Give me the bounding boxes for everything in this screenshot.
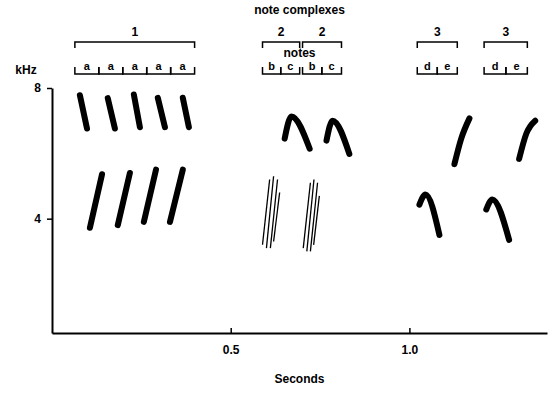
y-tick-mark: [47, 88, 52, 90]
note-element: [419, 194, 439, 235]
bracket-label: b: [309, 60, 316, 72]
bracket-label: e: [514, 60, 520, 72]
notes-brackets: aaaaabcbcdede: [75, 60, 527, 74]
x-axis-line: [53, 333, 548, 335]
x-tick-label: 1.0: [402, 343, 419, 357]
note-element: [454, 118, 469, 164]
x-tick: 1.0: [402, 328, 419, 357]
bracket-label: a: [180, 60, 187, 72]
note-element: [118, 173, 130, 225]
bracket-label: d: [424, 60, 431, 72]
bracket: [484, 42, 527, 48]
note-element: [326, 121, 349, 154]
note-element: [90, 174, 102, 228]
note-element-thin: [303, 183, 310, 248]
bracket-label: b: [268, 60, 275, 72]
bracket: [417, 42, 457, 48]
y-axis-line: [52, 89, 54, 334]
note-complexes-heading: note complexes: [254, 3, 345, 17]
note-element: [486, 199, 509, 240]
note-element: [134, 95, 140, 128]
note-element: [285, 116, 310, 148]
x-tick: 0.5: [223, 328, 240, 357]
note-element-thin: [314, 196, 320, 245]
bracket-label: c: [287, 60, 293, 72]
note-element-thin: [307, 179, 314, 251]
bracket-label: 3: [502, 25, 509, 39]
bracket-label: a: [132, 60, 139, 72]
bracket-label: d: [492, 60, 499, 72]
y-tick: 8: [34, 81, 52, 95]
notes-heading: notes: [283, 46, 315, 60]
x-axis: 0.5 1.0: [53, 328, 548, 357]
note-element: [144, 170, 156, 222]
bracket-label: 3: [434, 25, 441, 39]
y-tick: 4: [34, 212, 52, 226]
note-element: [519, 121, 535, 159]
note-element: [158, 98, 165, 127]
note-element: [183, 98, 189, 127]
y-axis: 48: [34, 81, 52, 333]
bracket-label: a: [156, 60, 163, 72]
bracket-label: 2: [278, 25, 285, 39]
bracket-label: 2: [319, 25, 326, 39]
bracket: [75, 42, 195, 48]
bracket-label: a: [108, 60, 115, 72]
x-axis-title: Seconds: [274, 372, 324, 386]
y-tick-label: 8: [34, 81, 41, 95]
y-axis-title: kHz: [15, 63, 36, 77]
bracket-label: 1: [131, 25, 138, 39]
x-tick-label: 0.5: [223, 343, 240, 357]
y-tick-mark: [47, 218, 52, 220]
note-element-thin: [266, 176, 273, 248]
bracket-label: c: [329, 60, 335, 72]
note-element-thin: [263, 179, 270, 244]
note-element-thin: [274, 193, 280, 242]
note-complexes-brackets: 1 2 2 3 3: [75, 25, 527, 48]
note-element: [80, 95, 87, 128]
note-element: [170, 170, 183, 222]
bracket-label: a: [84, 60, 91, 72]
y-tick-label: 4: [34, 212, 41, 226]
note-element: [108, 98, 115, 128]
marks: [80, 95, 535, 252]
chart: 0.51.048kHzSecondsnote complexes12233not…: [0, 0, 553, 395]
x-tick-mark: [230, 328, 232, 333]
x-tick-mark: [409, 328, 411, 333]
bracket-label: e: [444, 60, 450, 72]
